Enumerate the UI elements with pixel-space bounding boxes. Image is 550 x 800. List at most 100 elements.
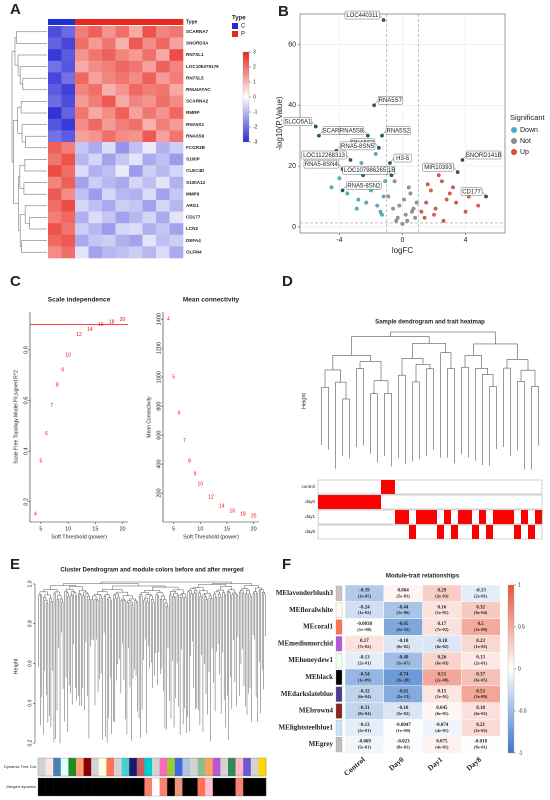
trait-cell [360, 525, 368, 539]
heatmap-cell [61, 246, 76, 259]
heatmap-cell [115, 107, 130, 120]
module-color [258, 778, 267, 796]
cell-p-value: (5e-02) [397, 711, 411, 716]
trait-cell [458, 510, 466, 524]
trait-cell [374, 480, 382, 494]
trait-cell [444, 525, 452, 539]
cell-p-value: (7e-02) [435, 627, 449, 632]
heatmap-cell [115, 130, 130, 143]
heatmap-cell [88, 72, 103, 85]
heatmap-cell [102, 234, 116, 247]
chart-title: Mean connectivity [183, 297, 240, 304]
row-label: DEFA4 [186, 238, 201, 243]
trait-cell [423, 495, 431, 509]
cell-p-value: (2e-01) [358, 728, 372, 733]
module-color [45, 778, 54, 796]
y-tick-label: 0.8 [27, 620, 33, 627]
chart-title: Cluster Dendrogram and module colors bef… [60, 568, 244, 574]
module-color [205, 758, 213, 776]
axes [29, 312, 128, 523]
heatmap-cell [48, 107, 62, 120]
legend-title: Significant [510, 113, 546, 122]
trait-cell [395, 495, 403, 509]
module-color [167, 758, 175, 776]
trait-cell [444, 480, 452, 494]
heatmap-cell [102, 188, 116, 201]
legend-title: Type [232, 16, 246, 22]
point [405, 218, 410, 223]
y-tick-label: 0.2 [23, 498, 29, 506]
heatmap-cell [61, 37, 76, 50]
x-axis-label: Soft Threshold (power) [183, 534, 239, 540]
point [373, 152, 378, 156]
trait-cell [353, 495, 361, 509]
heatmap-cell [102, 246, 116, 259]
cell-value: 0.045 [436, 706, 448, 711]
colorbar-tick-label: -3 [253, 139, 258, 145]
trait-cell [402, 525, 410, 539]
trait-cell [353, 525, 361, 539]
heatmap-cell [102, 142, 116, 154]
point-label: 10 [198, 482, 204, 488]
cell-p-value: (4e-01) [435, 745, 449, 750]
heatmap-cell [102, 153, 116, 166]
trait-cell [402, 495, 410, 509]
heatmap-cell [88, 118, 103, 131]
point [422, 215, 427, 220]
heatmap-cell [61, 26, 76, 38]
annotated-point [456, 170, 460, 174]
module-color [38, 758, 46, 776]
trait-cell [479, 510, 487, 524]
annotation-box [377, 96, 403, 105]
heatmap-cell [142, 60, 157, 73]
trait-cell [332, 525, 340, 539]
color-bar-frame [37, 777, 267, 797]
heatmap-cell [61, 84, 76, 96]
trait-cell [367, 480, 375, 494]
cell-value: 0.29 [438, 589, 447, 594]
annotation-box [301, 150, 347, 160]
heatmap-cell [61, 49, 76, 62]
row-color [335, 619, 343, 635]
type-bar-label: Type [186, 19, 198, 25]
heatmap-cell [75, 49, 89, 62]
y-tick-label: 0 [292, 224, 296, 231]
heatmap-cell [142, 223, 157, 236]
point [414, 200, 419, 205]
legend-label: C [241, 24, 246, 30]
heatmap-cell [48, 130, 62, 143]
cell-value: 0.17 [438, 622, 447, 627]
heatmap-cell [102, 130, 116, 143]
point-label: 20 [120, 317, 126, 323]
trait-cell [318, 525, 326, 539]
heatmap-cell [75, 200, 89, 212]
cell-value: 0.18 [476, 706, 485, 711]
point-label: 16 [230, 508, 236, 514]
trait-cell [353, 480, 361, 494]
annotation: RNA5S7 [379, 98, 403, 104]
annotation: LOC112268313 [303, 153, 346, 159]
heatmap-cell [142, 130, 157, 143]
cell-value: 0.5 [478, 622, 485, 627]
module-color [205, 778, 213, 796]
heatmap-cell [75, 26, 89, 38]
heatmap-cell [88, 49, 103, 62]
point [413, 215, 418, 220]
heatmap-cell [88, 37, 103, 50]
heatmap-cell [156, 60, 170, 73]
heatmap-cell [156, 37, 170, 50]
cell-p-value: (6e-02) [474, 711, 488, 716]
point [451, 185, 455, 190]
heatmap-cell [129, 37, 143, 50]
x-tick-label: 5 [39, 526, 42, 532]
point [378, 209, 383, 214]
row-color [335, 602, 343, 618]
cell-p-value: (6e-02) [397, 644, 411, 649]
trait-cell [318, 495, 326, 509]
trait-cell [507, 480, 515, 494]
module-color [83, 758, 92, 776]
colorbar-tick-label: -1 [518, 750, 523, 756]
annotated-point [389, 173, 394, 177]
heatmap-cell [88, 84, 103, 96]
heatmap-cell [169, 153, 184, 166]
